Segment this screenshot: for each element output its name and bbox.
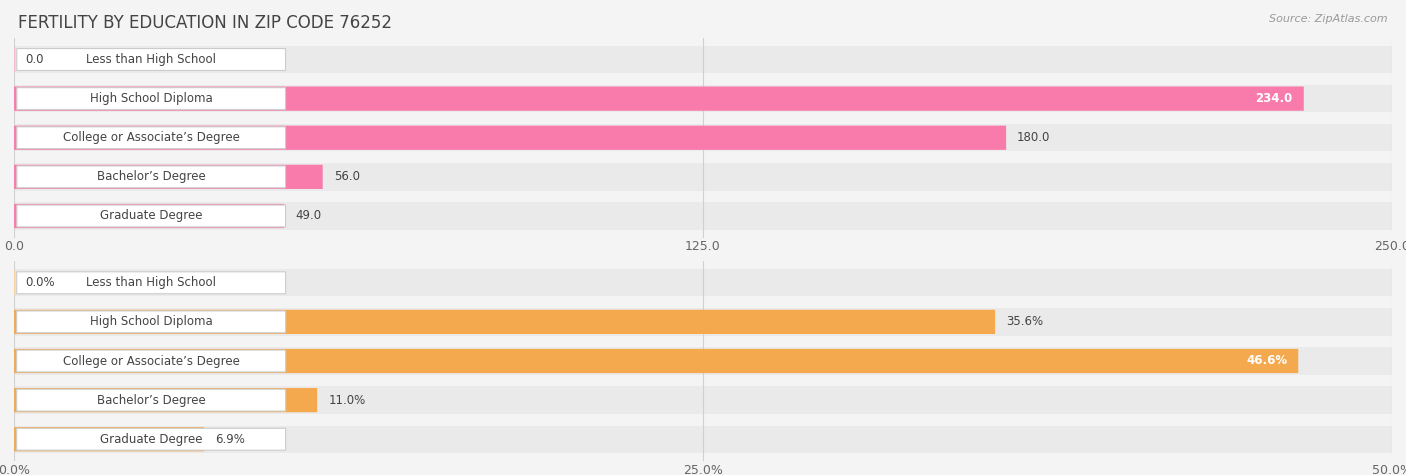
Text: Source: ZipAtlas.com: Source: ZipAtlas.com — [1270, 14, 1388, 24]
Text: Less than High School: Less than High School — [86, 53, 217, 66]
FancyBboxPatch shape — [14, 388, 318, 412]
Text: High School Diploma: High School Diploma — [90, 315, 212, 328]
FancyBboxPatch shape — [17, 311, 285, 333]
Text: 56.0: 56.0 — [333, 171, 360, 183]
FancyBboxPatch shape — [14, 202, 1392, 230]
FancyBboxPatch shape — [14, 387, 1392, 414]
Text: College or Associate’s Degree: College or Associate’s Degree — [63, 354, 239, 368]
FancyBboxPatch shape — [14, 347, 1392, 375]
FancyBboxPatch shape — [14, 426, 1392, 453]
FancyBboxPatch shape — [14, 349, 1298, 373]
Text: College or Associate’s Degree: College or Associate’s Degree — [63, 131, 239, 144]
Text: Graduate Degree: Graduate Degree — [100, 209, 202, 222]
Text: Bachelor’s Degree: Bachelor’s Degree — [97, 394, 205, 407]
FancyBboxPatch shape — [17, 48, 285, 70]
FancyBboxPatch shape — [14, 427, 204, 451]
Text: 11.0%: 11.0% — [328, 394, 366, 407]
FancyBboxPatch shape — [17, 205, 285, 227]
Text: 0.0%: 0.0% — [25, 276, 55, 289]
FancyBboxPatch shape — [14, 308, 1392, 335]
FancyBboxPatch shape — [14, 85, 1392, 112]
FancyBboxPatch shape — [17, 127, 285, 149]
FancyBboxPatch shape — [17, 389, 285, 411]
Text: 234.0: 234.0 — [1256, 92, 1292, 105]
FancyBboxPatch shape — [14, 125, 1007, 150]
FancyBboxPatch shape — [17, 88, 285, 110]
Text: FERTILITY BY EDUCATION IN ZIP CODE 76252: FERTILITY BY EDUCATION IN ZIP CODE 76252 — [18, 14, 392, 32]
FancyBboxPatch shape — [14, 86, 1303, 111]
Text: Less than High School: Less than High School — [86, 276, 217, 289]
FancyBboxPatch shape — [14, 165, 323, 189]
Text: 0.0: 0.0 — [25, 53, 44, 66]
Text: Bachelor’s Degree: Bachelor’s Degree — [97, 171, 205, 183]
FancyBboxPatch shape — [14, 46, 1392, 73]
FancyBboxPatch shape — [14, 269, 1392, 296]
Text: 46.6%: 46.6% — [1246, 354, 1288, 368]
Text: Graduate Degree: Graduate Degree — [100, 433, 202, 446]
FancyBboxPatch shape — [14, 124, 1392, 152]
Text: 6.9%: 6.9% — [215, 433, 245, 446]
FancyBboxPatch shape — [17, 350, 285, 372]
FancyBboxPatch shape — [17, 428, 285, 450]
Text: 180.0: 180.0 — [1017, 131, 1050, 144]
Text: 49.0: 49.0 — [295, 209, 322, 222]
FancyBboxPatch shape — [17, 166, 285, 188]
FancyBboxPatch shape — [14, 204, 284, 228]
Text: 35.6%: 35.6% — [1007, 315, 1043, 328]
FancyBboxPatch shape — [14, 163, 1392, 190]
FancyBboxPatch shape — [17, 272, 285, 294]
FancyBboxPatch shape — [14, 310, 995, 334]
Text: High School Diploma: High School Diploma — [90, 92, 212, 105]
